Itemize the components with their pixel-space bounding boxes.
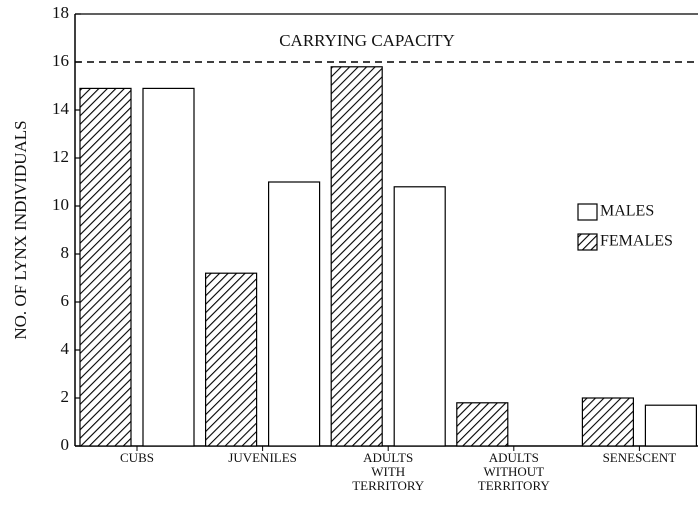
y-tick-label: 18 bbox=[52, 3, 69, 22]
x-tick-label: TERRITORY bbox=[352, 478, 425, 493]
carrying-capacity-label: CARRYING CAPACITY bbox=[279, 31, 455, 50]
y-tick-label: 8 bbox=[61, 243, 70, 262]
y-tick-label: 16 bbox=[52, 51, 69, 70]
bar bbox=[330, 66, 383, 447]
y-tick-label: 10 bbox=[52, 195, 69, 214]
x-tick-label: JUVENILES bbox=[228, 450, 297, 465]
y-tick-label: 2 bbox=[61, 387, 70, 406]
x-tick-label: CUBS bbox=[120, 450, 154, 465]
legend-swatch bbox=[577, 233, 598, 251]
bar bbox=[79, 87, 132, 447]
bar bbox=[142, 87, 195, 447]
bar bbox=[268, 181, 321, 447]
bar bbox=[456, 402, 509, 447]
x-tick-label: WITH bbox=[371, 464, 405, 479]
bar bbox=[581, 397, 635, 447]
y-tick-label: 0 bbox=[61, 435, 70, 454]
y-tick-label: 14 bbox=[52, 99, 70, 118]
bar bbox=[393, 186, 446, 447]
x-tick-label: TERRITORY bbox=[478, 478, 551, 493]
x-tick-label: WITHOUT bbox=[483, 464, 544, 479]
y-tick-label: 6 bbox=[61, 291, 70, 310]
x-tick-label: ADULTS bbox=[363, 450, 413, 465]
bar bbox=[644, 404, 698, 447]
bar bbox=[205, 272, 258, 447]
y-axis-label: NO. OF LYNX INDIVIDUALS bbox=[11, 120, 30, 339]
x-tick-label: SENESCENT bbox=[603, 450, 677, 465]
legend-label: FEMALES bbox=[600, 233, 673, 250]
legend-swatch bbox=[577, 203, 598, 221]
legend-label: MALES bbox=[600, 203, 654, 220]
y-tick-label: 12 bbox=[52, 147, 69, 166]
y-tick-label: 4 bbox=[61, 339, 70, 358]
x-tick-label: ADULTS bbox=[489, 450, 539, 465]
